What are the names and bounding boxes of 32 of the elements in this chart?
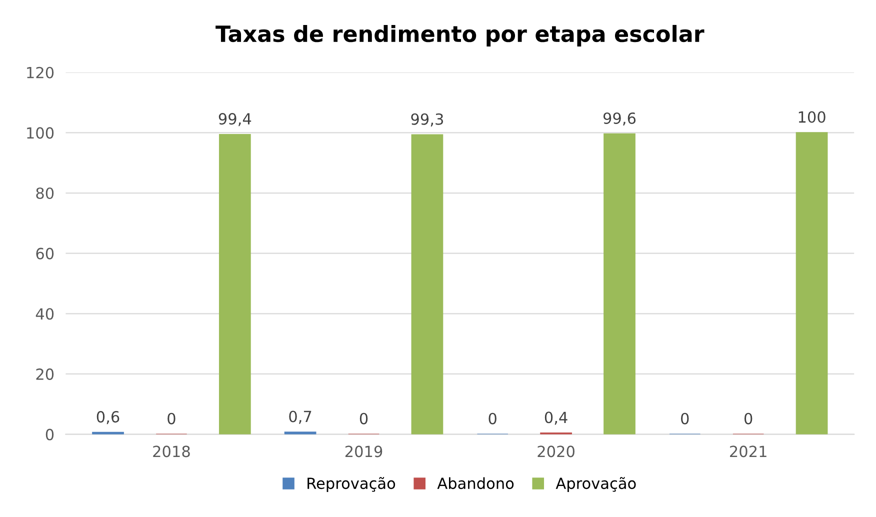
y-tick-label: 40 — [36, 308, 54, 320]
y-tick-label: 60 — [36, 248, 54, 260]
data-label: 0 — [168, 412, 176, 424]
y-tick-label: 120 — [27, 66, 54, 78]
data-label: 0 — [488, 412, 496, 424]
data-label: 0 — [360, 412, 368, 424]
legend-label: Aprovação — [556, 476, 636, 492]
y-tick-label: 80 — [36, 187, 54, 200]
data-label: 99,4 — [218, 113, 252, 126]
x-tick-label: 2018 — [153, 446, 190, 458]
data-label: 0,6 — [96, 411, 120, 424]
y-tick-label: 100 — [27, 127, 54, 139]
data-label: 0 — [744, 412, 752, 424]
x-tick-label: 2020 — [538, 446, 574, 458]
bar — [218, 134, 251, 434]
data-label: 99,3 — [411, 113, 443, 126]
legend-label: Abandono — [437, 477, 514, 490]
bar — [284, 432, 316, 434]
bar — [796, 132, 828, 434]
legend-label: Reprovação — [308, 476, 396, 492]
data-label: 0 — [681, 412, 689, 424]
y-tick-label: 0 — [46, 428, 54, 440]
data-label: 99,6 — [603, 112, 636, 126]
bar — [411, 134, 444, 434]
data-label: 0,4 — [544, 412, 568, 425]
x-tick-label: 2021 — [730, 446, 766, 458]
data-label: 100 — [798, 111, 826, 123]
x-tick-label: 2019 — [345, 446, 382, 458]
data-label: 0,7 — [289, 410, 312, 424]
bar — [604, 133, 636, 434]
chart-title: Taxas de rendimento por etapa escolar — [216, 24, 704, 46]
y-tick-label: 20 — [36, 368, 54, 380]
